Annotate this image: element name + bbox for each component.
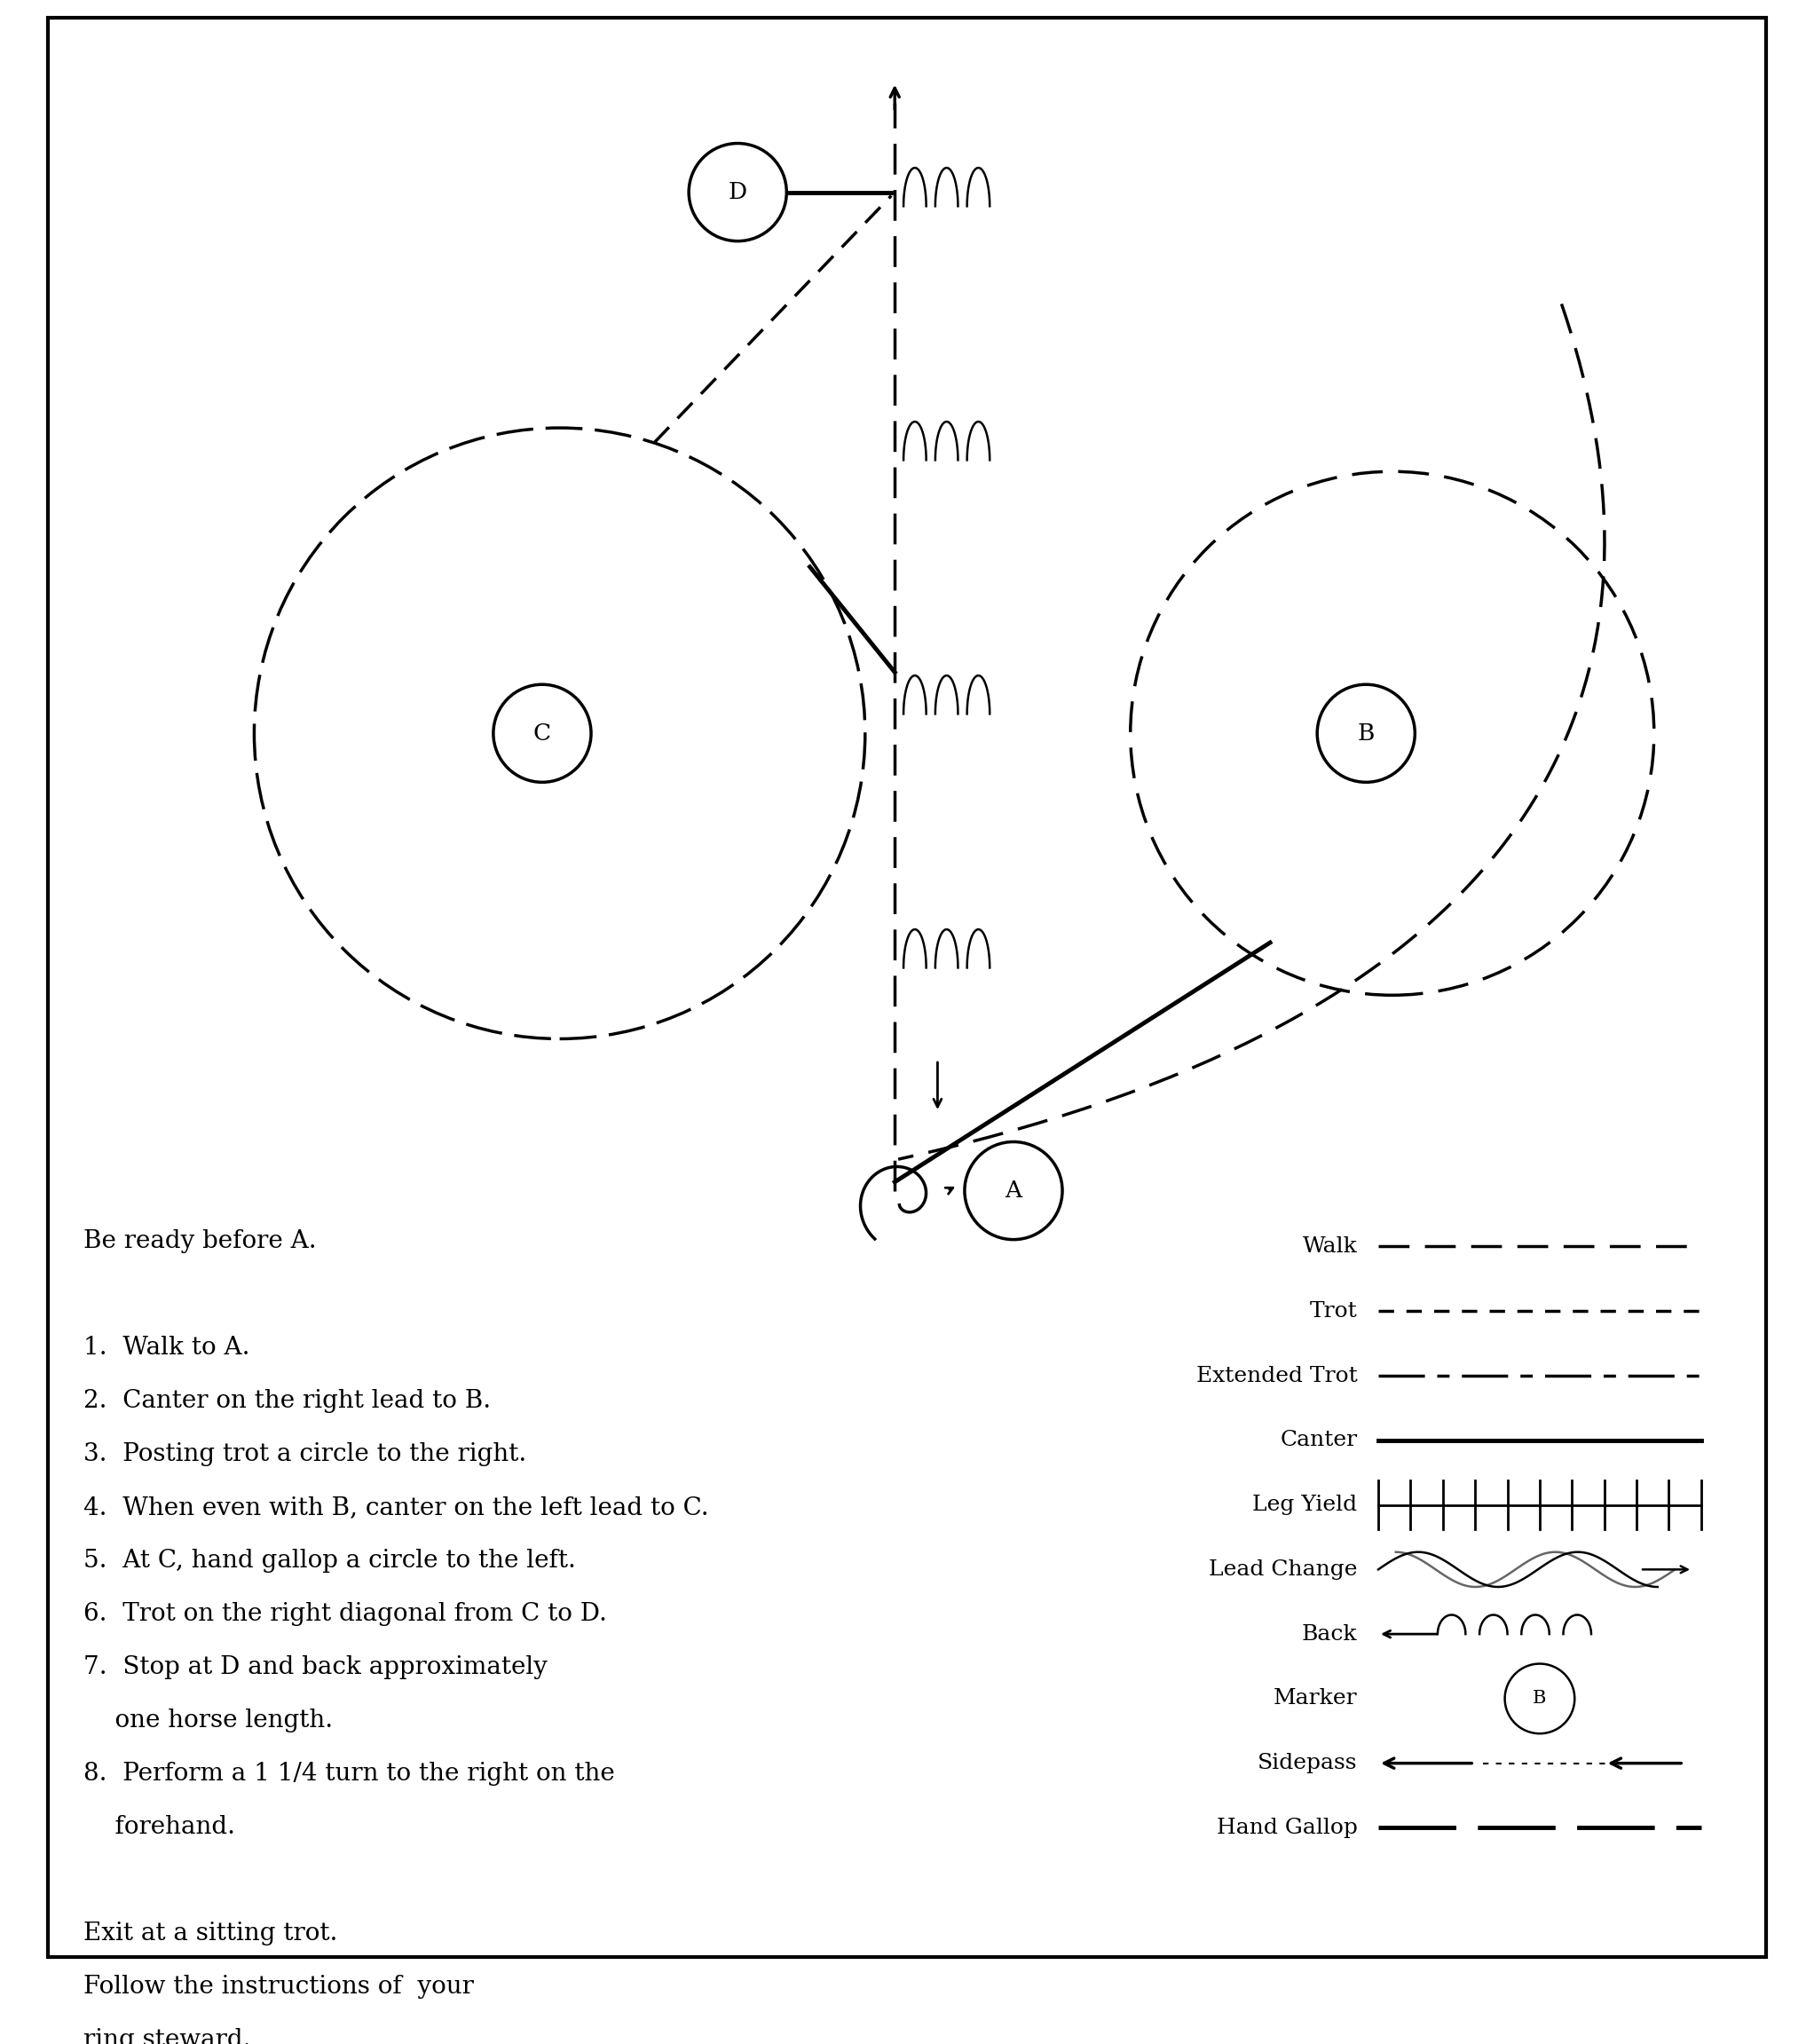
Text: Exit at a sitting trot.: Exit at a sitting trot. bbox=[83, 1921, 337, 1946]
Text: A: A bbox=[1005, 1179, 1021, 1202]
Text: Canter: Canter bbox=[1281, 1431, 1357, 1451]
Text: 1.  Walk to A.: 1. Walk to A. bbox=[83, 1335, 250, 1359]
Text: Hand Gallop: Hand Gallop bbox=[1217, 1817, 1357, 1838]
Text: one horse length.: one horse length. bbox=[83, 1709, 332, 1731]
Text: Walk: Walk bbox=[1302, 1237, 1357, 1257]
Text: 7.  Stop at D and back approximately: 7. Stop at D and back approximately bbox=[83, 1656, 548, 1678]
Text: Follow the instructions of  your: Follow the instructions of your bbox=[83, 1975, 473, 1999]
Text: Marker: Marker bbox=[1273, 1688, 1357, 1709]
Text: 2.  Canter on the right lead to B.: 2. Canter on the right lead to B. bbox=[83, 1388, 490, 1412]
Text: Back: Back bbox=[1302, 1623, 1357, 1643]
Text: Be ready before A.: Be ready before A. bbox=[83, 1228, 316, 1253]
Text: D: D bbox=[727, 182, 747, 202]
Text: 8.  Perform a 1 1/4 turn to the right on the: 8. Perform a 1 1/4 turn to the right on … bbox=[83, 1762, 615, 1786]
Text: C: C bbox=[533, 722, 551, 744]
Text: 5.  At C, hand gallop a circle to the left.: 5. At C, hand gallop a circle to the lef… bbox=[83, 1549, 575, 1572]
Text: ring steward.: ring steward. bbox=[83, 2028, 250, 2044]
Text: B: B bbox=[1357, 722, 1375, 744]
Text: forehand.: forehand. bbox=[83, 1815, 234, 1840]
Text: Sidepass: Sidepass bbox=[1257, 1754, 1357, 1774]
Text: Extended Trot: Extended Trot bbox=[1195, 1365, 1357, 1386]
Text: 4.  When even with B, canter on the left lead to C.: 4. When even with B, canter on the left … bbox=[83, 1496, 709, 1519]
Text: B: B bbox=[1533, 1690, 1547, 1707]
Text: 3.  Posting trot a circle to the right.: 3. Posting trot a circle to the right. bbox=[83, 1443, 526, 1466]
Text: Lead Change: Lead Change bbox=[1208, 1560, 1357, 1580]
Text: 6.  Trot on the right diagonal from C to D.: 6. Trot on the right diagonal from C to … bbox=[83, 1602, 606, 1625]
Text: Leg Yield: Leg Yield bbox=[1252, 1494, 1357, 1515]
Text: Trot: Trot bbox=[1310, 1300, 1357, 1320]
